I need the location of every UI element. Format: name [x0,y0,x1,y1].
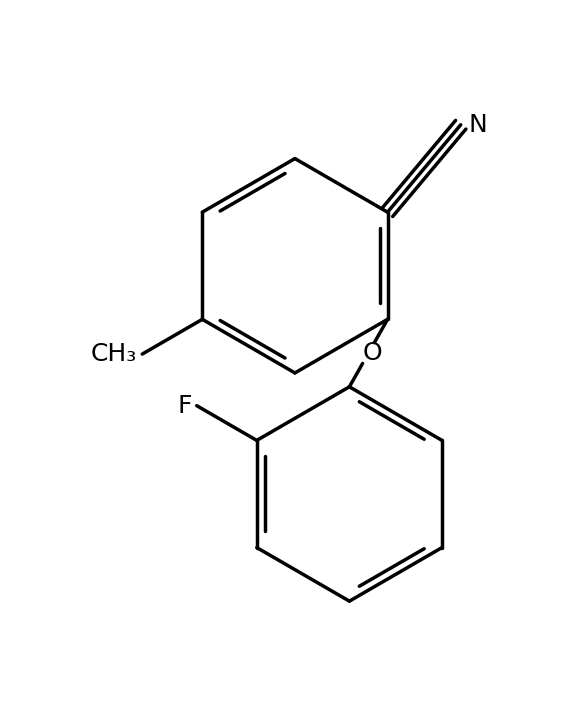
Text: N: N [469,113,487,137]
Text: O: O [363,341,382,365]
Text: CH₃: CH₃ [91,342,137,366]
Text: F: F [177,394,192,418]
